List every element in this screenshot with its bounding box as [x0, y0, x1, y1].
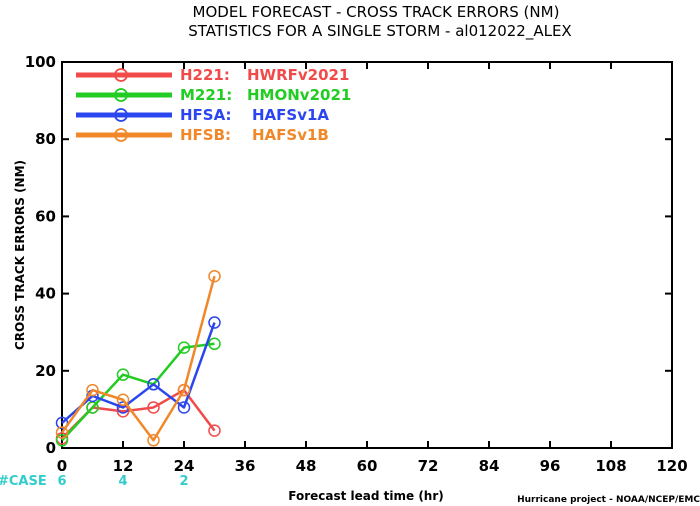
x-tick-label: 96	[540, 457, 561, 475]
y-tick-label: 100	[25, 53, 56, 71]
legend-model-code: M221:	[180, 86, 232, 104]
data-point	[147, 378, 160, 391]
data-point	[177, 401, 191, 414]
x-tick-label: 48	[296, 457, 317, 475]
y-tick-label: 60	[35, 207, 56, 225]
series-line	[60, 275, 216, 442]
data-point	[208, 316, 221, 329]
legend-model-code: HFSB:	[180, 126, 231, 144]
x-tick-label: 24	[174, 457, 195, 475]
case-count: 2	[179, 474, 188, 489]
y-tick-label: 20	[35, 362, 56, 380]
y-tick-label: 40	[35, 285, 56, 303]
chart-title-line2: STATISTICS FOR A SINGLE STORM - al012022…	[188, 22, 571, 41]
legend-item: M221: HMONv2021	[76, 86, 351, 104]
x-tick-label: 12	[113, 457, 134, 475]
series-hafsv1a	[55, 316, 221, 430]
series-line	[61, 322, 216, 424]
data-point	[55, 426, 69, 439]
case-count: 4	[118, 474, 127, 489]
data-point	[116, 368, 130, 381]
x-axis-label: Forecast lead time (hr)	[288, 489, 444, 503]
legend-item: H221: HWRFv2021	[76, 66, 349, 84]
legend-model-code: HFSA:	[180, 106, 232, 124]
case-counts: 6 4 2	[57, 474, 188, 489]
legend-model-code: H221:	[180, 66, 230, 84]
legend: H221: HWRFv2021 M221: HMONv2021 HFSA: HAFSv1A…	[76, 66, 351, 144]
series-layer	[55, 269, 221, 447]
legend-item: HFSA: HAFSv1A	[76, 106, 329, 124]
data-point	[147, 401, 160, 414]
legend-model-name: HAFSv1B	[252, 126, 329, 144]
legend-model-name: HAFSv1A	[252, 106, 329, 124]
case-count: 6	[57, 474, 66, 489]
credit-text: Hurricane project - NOAA/NCEP/EMC	[517, 495, 700, 505]
chart-title-line1: MODEL FORECAST - CROSS TRACK ERRORS (NM)	[193, 3, 560, 21]
y-tick-label: 80	[35, 130, 56, 148]
x-tick-label: 120	[656, 457, 687, 475]
series-hafsv1b	[55, 269, 221, 447]
legend-swatch-marker	[114, 88, 128, 102]
case-count-label: #CASE	[0, 474, 47, 489]
data-point	[177, 383, 191, 397]
x-tick-label: 60	[357, 457, 378, 475]
y-tick-label: 0	[46, 439, 56, 457]
x-tick-label: 108	[595, 457, 626, 475]
series-hmonv2021	[55, 337, 221, 447]
data-point	[208, 269, 221, 283]
series-hwrfv2021	[55, 383, 221, 445]
legend-swatch-marker	[114, 108, 128, 122]
legend-model-name: HWRFv2021	[247, 66, 349, 84]
data-point	[208, 424, 221, 437]
y-axis-label: CROSS TRACK ERRORS (NM)	[13, 160, 27, 350]
data-point	[147, 434, 160, 447]
x-tick-label: 36	[235, 457, 256, 475]
y-axis-ticks: 0 20 40 60 80 100	[25, 53, 672, 457]
legend-item: HFSB: HAFSv1B	[76, 126, 329, 144]
legend-swatch-marker	[114, 128, 128, 142]
data-point	[208, 337, 221, 351]
x-tick-label: 72	[418, 457, 439, 475]
x-tick-label: 84	[479, 457, 500, 475]
x-axis-ticks: 0 12 24 36 48 60 72 84 96 108 120	[57, 62, 688, 475]
data-point	[86, 383, 99, 397]
data-point	[116, 393, 130, 406]
data-point	[177, 341, 191, 354]
legend-swatch-marker	[114, 68, 128, 82]
x-tick-label: 0	[57, 457, 67, 475]
legend-model-name: HMONv2021	[247, 86, 351, 104]
data-point	[55, 434, 69, 447]
